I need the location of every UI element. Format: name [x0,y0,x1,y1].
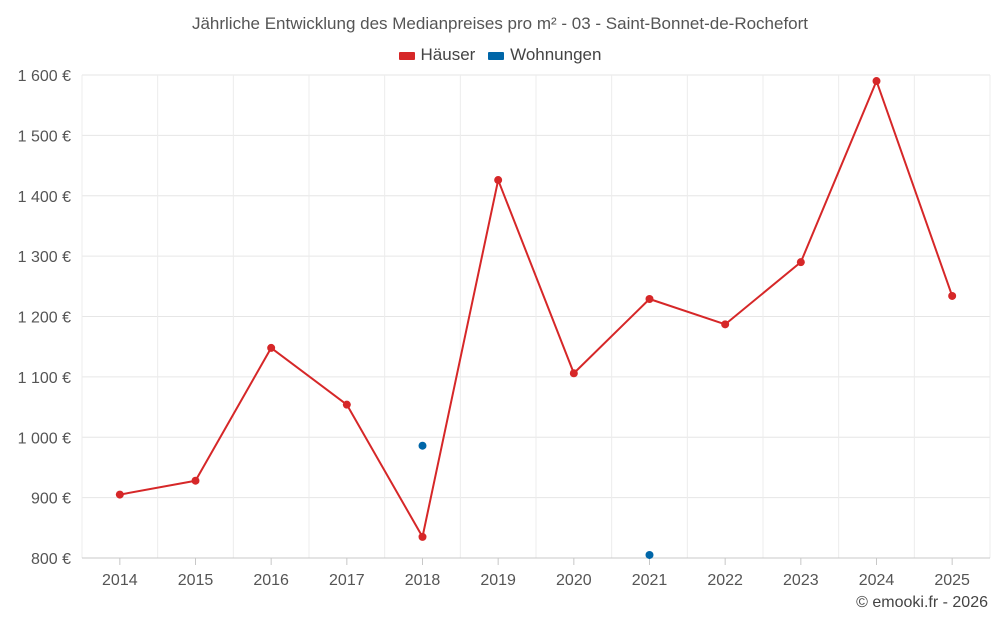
legend-label-haeuser: Häuser [420,45,476,64]
y-tick-label: 800 € [31,551,71,568]
data-point-haeuser[interactable] [796,258,805,267]
y-tick-label: 900 € [31,491,71,508]
legend: Häuser Wohnungen [0,45,1000,65]
x-tick-label: 2017 [329,572,365,589]
legend-item-wohnungen[interactable]: Wohnungen [488,45,601,65]
x-tick-label: 2024 [859,572,895,589]
x-tick-label: 2019 [480,572,516,589]
y-tick-label: 1 100 € [18,370,71,387]
x-tick-label: 2016 [253,572,289,589]
data-point-haeuser[interactable] [342,400,351,409]
data-point-haeuser[interactable] [872,77,881,86]
y-tick-label: 1 500 € [18,128,71,145]
x-tick-label: 2020 [556,572,592,589]
x-tick-label: 2022 [707,572,743,589]
legend-label-wohnungen: Wohnungen [510,45,602,64]
x-tick-label: 2014 [102,572,138,589]
x-tick-label: 2018 [405,572,441,589]
data-point-wohnungen[interactable] [645,550,654,559]
data-point-haeuser[interactable] [115,490,124,499]
legend-swatch-wohnungen [488,51,505,60]
x-tick-label: 2021 [632,572,668,589]
y-tick-label: 1 000 € [18,430,71,447]
x-tick-label: 2023 [783,572,819,589]
data-point-wohnungen[interactable] [418,441,427,450]
y-tick-label: 1 400 € [18,189,71,206]
legend-swatch-haeuser [398,51,415,60]
y-tick-label: 1 600 € [18,68,71,85]
x-tick-label: 2015 [178,572,214,589]
x-tick-label: 2025 [934,572,970,589]
y-tick-label: 1 300 € [18,249,71,266]
credit-text: © emooki.fr - 2026 [856,594,988,611]
data-point-haeuser[interactable] [267,343,276,352]
data-point-haeuser[interactable] [494,176,503,185]
y-tick-label: 1 200 € [18,310,71,327]
data-point-haeuser[interactable] [191,476,200,485]
data-point-haeuser[interactable] [721,320,730,329]
data-point-haeuser[interactable] [948,291,957,300]
data-point-haeuser[interactable] [645,294,654,303]
chart-title: Jährliche Entwicklung des Medianpreises … [191,14,809,33]
data-point-haeuser[interactable] [418,532,427,541]
series-line-haeuser [119,80,954,538]
legend-item-haeuser[interactable]: Häuser [398,45,476,65]
data-point-haeuser[interactable] [569,369,578,378]
